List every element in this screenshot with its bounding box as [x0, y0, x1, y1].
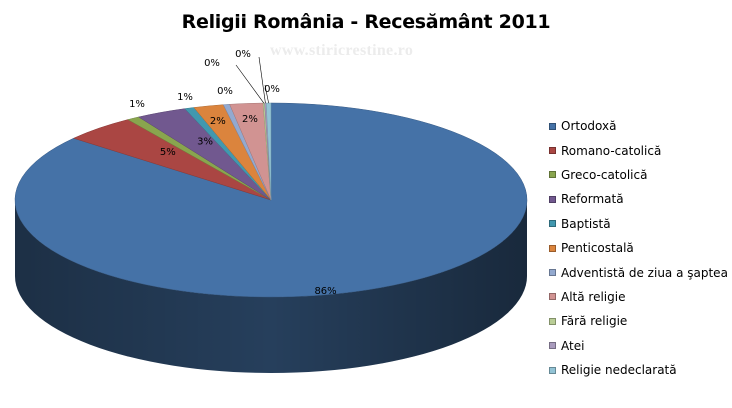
- legend-item-reformata[interactable]: Reformată: [549, 187, 728, 211]
- data-label-romano-catolica: 5%: [160, 147, 176, 158]
- legend-swatch: [549, 366, 556, 374]
- legend-item-religie-nedeclarata[interactable]: Religie nedeclarată: [549, 358, 728, 382]
- legend-swatch: [549, 269, 556, 277]
- legend-label: Romano-catolică: [561, 143, 662, 158]
- legend-label: Fără religie: [561, 314, 628, 329]
- legend-item-atei[interactable]: Atei: [549, 334, 728, 358]
- legend-label: Greco-catolică: [561, 167, 648, 182]
- legend-item-romano-catolica[interactable]: Romano-catolică: [549, 138, 728, 162]
- legend-swatch: [549, 342, 556, 350]
- data-label-religie-nedeclarata: 0%: [264, 84, 280, 95]
- data-label-fara-religie: 0%: [204, 58, 220, 69]
- legend-swatch: [549, 317, 556, 325]
- data-label-baptista: 1%: [177, 92, 193, 103]
- legend-label: Religie nedeclarată: [561, 363, 677, 378]
- legend-label: Altă religie: [561, 289, 626, 304]
- legend-label: Atei: [561, 338, 585, 353]
- data-label-alta-religie: 2%: [242, 114, 258, 125]
- slice-religie-nedeclarata[interactable]: [265, 102, 272, 201]
- data-label-penticostala: 2%: [210, 116, 226, 127]
- data-labels: 86% 5% 1% 3% 1% 2% 0% 2% 0% 0% 0%: [129, 49, 337, 297]
- legend-swatch: [549, 195, 556, 203]
- pie-side-walls: [15, 200, 527, 373]
- legend-item-ortodoxa[interactable]: Ortodoxă: [549, 114, 728, 138]
- data-label-atei: 0%: [235, 49, 251, 60]
- legend-item-greco-catolica[interactable]: Greco-catolică: [549, 163, 728, 187]
- legend-item-alta-religie[interactable]: Altă religie: [549, 285, 728, 309]
- legend-swatch: [549, 147, 556, 155]
- leader-line-fara-religie: [235, 64, 265, 104]
- data-label-reformata: 3%: [197, 136, 213, 147]
- legend-swatch: [549, 171, 556, 179]
- legend: Ortodoxă Romano-catolică Greco-catolică Ref…: [549, 114, 728, 382]
- leader-line-religie-nedeclarata: [264, 84, 269, 104]
- legend-item-baptista[interactable]: Baptistă: [549, 212, 728, 236]
- legend-swatch: [549, 293, 556, 301]
- pie-slices: [14, 102, 528, 298]
- legend-label: Baptistă: [561, 216, 611, 231]
- legend-swatch: [549, 244, 556, 252]
- legend-label: Reformată: [561, 192, 624, 207]
- leader-lines: [235, 56, 269, 104]
- legend-label: Penticostală: [561, 241, 634, 256]
- data-label-ortodoxa: 86%: [314, 286, 336, 297]
- data-label-adventista-de-ziua-a-saptea: 0%: [217, 86, 233, 97]
- watermark: www.stiricrestine.ro: [270, 42, 414, 59]
- legend-item-penticostala[interactable]: Penticostală: [549, 236, 728, 260]
- legend-swatch: [549, 220, 556, 228]
- pie-wall-shading: [15, 200, 527, 373]
- legend-item-adventista-de-ziua-a-saptea[interactable]: Adventistă de ziua a şaptea: [549, 260, 728, 284]
- data-label-greco-catolica: 1%: [129, 99, 145, 110]
- leader-line-atei: [258, 56, 266, 104]
- legend-swatch: [549, 122, 556, 130]
- legend-label: Adventistă de ziua a şaptea: [561, 265, 728, 280]
- legend-label: Ortodoxă: [561, 119, 617, 134]
- chart-title: Religii România - Recesământ 2011: [181, 11, 551, 33]
- legend-item-fara-religie[interactable]: Fără religie: [549, 309, 728, 333]
